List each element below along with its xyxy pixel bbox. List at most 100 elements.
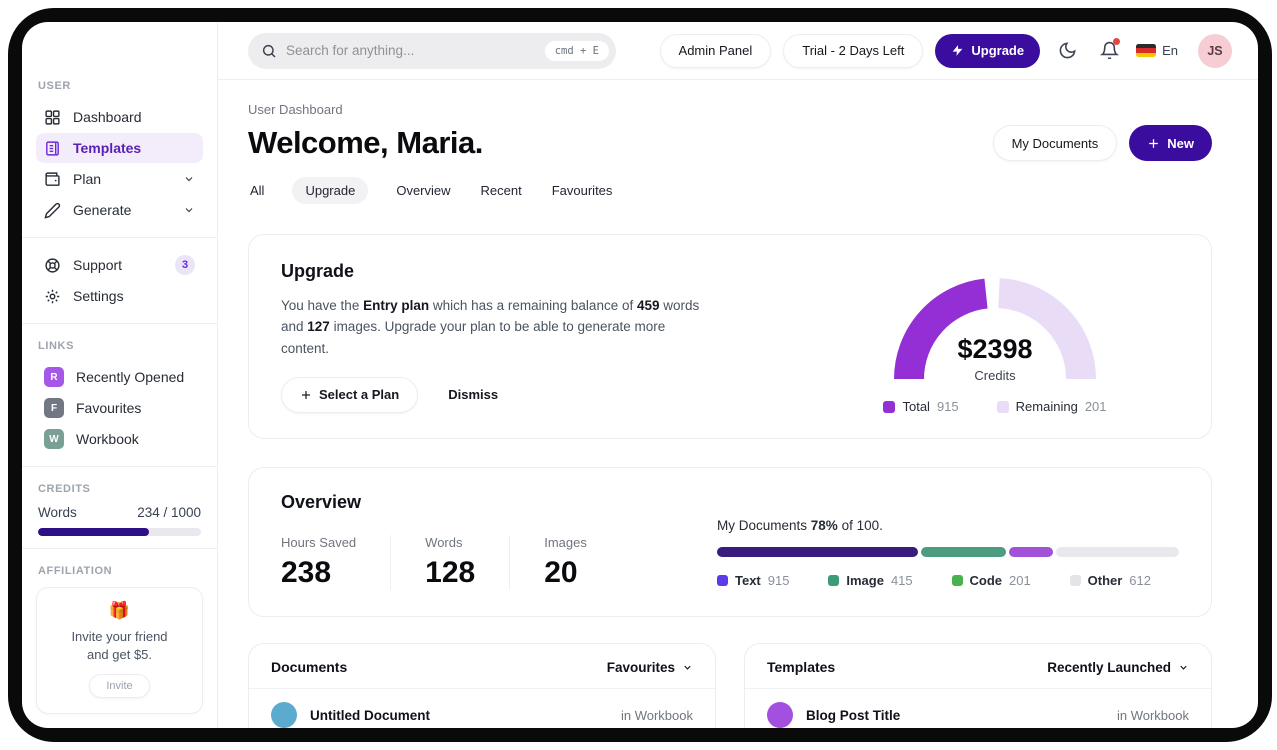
link-initial-badge: W	[44, 429, 64, 449]
template-location: in Workbook	[1116, 707, 1189, 723]
sidebar-item-label: Plan	[73, 171, 102, 187]
document-avatar	[271, 702, 297, 728]
templates-card: Templates Recently Launched Blog Post Ti…	[744, 643, 1212, 728]
tab-all[interactable]: All	[250, 183, 265, 198]
trial-status-badge[interactable]: Trial - 2 Days Left	[783, 33, 924, 68]
credits-progress-bar	[38, 528, 201, 536]
credits-value: 234 / 1000	[137, 505, 201, 520]
document-title: Untitled Document	[310, 707, 430, 723]
template-list-item[interactable]: Blog Post Title in Workbook	[745, 689, 1211, 728]
bar-segment-code	[1009, 547, 1054, 557]
gauge-value: $2398	[957, 334, 1033, 364]
sidebar-section-links: LINKS	[38, 340, 74, 352]
chevron-down-icon	[1180, 665, 1187, 670]
german-flag-icon	[1136, 44, 1157, 57]
template-avatar	[767, 702, 793, 728]
search-bar[interactable]: cmd + E	[248, 32, 616, 69]
progress-legend: Text 915 Image 415 Code 201	[717, 573, 1179, 588]
dark-mode-toggle[interactable]	[1052, 36, 1082, 66]
search-icon	[262, 44, 276, 58]
notifications-button[interactable]	[1094, 36, 1124, 66]
sidebar-item-label: Recently Opened	[76, 369, 185, 385]
tab-recent[interactable]: Recent	[480, 183, 522, 198]
sidebar-item-label: Workbook	[76, 431, 139, 447]
legend-swatch	[828, 575, 840, 586]
sidebar-section-affiliation: AFFILIATION	[38, 565, 113, 577]
sidebar-section-credits: CREDITS	[38, 483, 91, 495]
sidebar-item-settings[interactable]: Settings	[36, 281, 203, 311]
sidebar-section-user: USER	[38, 80, 71, 92]
avatar[interactable]: JS	[1198, 33, 1232, 68]
search-input[interactable]	[286, 43, 536, 58]
sidebar-divider	[22, 323, 217, 324]
notification-dot	[1113, 37, 1121, 45]
affiliation-text-line1: Invite your friend	[71, 629, 168, 644]
templates-card-title: Templates	[767, 659, 836, 675]
my-documents-button[interactable]: My Documents	[992, 125, 1118, 161]
sidebar-link-workbook[interactable]: W Workbook	[36, 424, 203, 454]
tab-overview[interactable]: Overview	[396, 183, 451, 198]
sidebar-item-dashboard[interactable]: Dashboard	[36, 102, 203, 132]
app-window: USER Dashboard Templates Plan Generate S…	[22, 22, 1258, 728]
breadcrumb: User Dashboard	[248, 102, 343, 117]
pencil-icon	[44, 202, 61, 219]
life-buoy-icon	[45, 257, 60, 273]
link-initial-badge: F	[44, 398, 64, 418]
document-list-item[interactable]: Untitled Document in Workbook	[249, 689, 715, 728]
templates-filter-dropdown[interactable]: Recently Launched	[1047, 660, 1189, 675]
language-label: En	[1162, 43, 1178, 58]
sidebar-divider	[22, 237, 217, 238]
dismiss-button[interactable]: Dismiss	[448, 387, 499, 403]
support-badge: 3	[175, 255, 195, 275]
invite-button[interactable]: Invite	[89, 674, 150, 699]
document-location: in Workbook	[620, 707, 693, 723]
dashboard-content: User Dashboard Welcome, Maria. My Docume…	[218, 80, 1258, 728]
affiliation-card: 🎁 Invite your friend and get $5. Invite	[36, 587, 203, 715]
stat-hours-saved: Hours Saved 238	[281, 535, 392, 590]
legend-item-image: Image 415	[828, 573, 913, 588]
tab-favourites[interactable]: Favourites	[551, 183, 613, 198]
plus-icon	[1149, 138, 1159, 148]
upgrade-card-body: You have the Entry plan which has a rema…	[281, 298, 700, 356]
link-initial-badge: R	[44, 367, 64, 387]
legend-swatch	[883, 400, 896, 413]
documents-progress-caption: My Documents 78% of 100.	[717, 518, 883, 533]
legend-swatch	[996, 400, 1009, 413]
sidebar-item-templates[interactable]: Templates	[36, 133, 203, 163]
wallet-icon	[45, 171, 60, 186]
overview-stats: Hours Saved 238 Words 128 Images 20	[281, 535, 655, 590]
documents-progress: My Documents 78% of 100. Text 915	[717, 518, 1179, 590]
filter-tabs: All Upgrade Overview Recent Favourites	[248, 177, 1212, 204]
chevron-down-icon	[185, 208, 193, 213]
grid-icon	[45, 109, 60, 125]
upgrade-button[interactable]: Upgrade	[935, 33, 1041, 68]
sidebar-link-recently-opened[interactable]: R Recently Opened	[36, 362, 203, 392]
legend-item-code: Code 201	[951, 573, 1031, 588]
language-selector[interactable]: En	[1136, 43, 1178, 58]
documents-card: Documents Favourites Untitled Document i…	[248, 643, 716, 728]
bar-segment-text	[717, 547, 918, 557]
lightning-icon	[952, 45, 963, 56]
gauge-label: Credits	[974, 368, 1016, 383]
sidebar-item-plan[interactable]: Plan	[36, 164, 203, 194]
documents-filter-dropdown[interactable]: Favourites	[607, 660, 693, 675]
sidebar: USER Dashboard Templates Plan Generate S…	[22, 22, 218, 728]
sidebar-item-label: Generate	[73, 202, 132, 218]
tab-upgrade[interactable]: Upgrade	[292, 177, 369, 204]
journal-icon	[46, 140, 59, 156]
sidebar-item-generate[interactable]: Generate	[36, 195, 203, 225]
template-title: Blog Post Title	[806, 707, 901, 723]
upgrade-card-title: Upgrade	[281, 261, 355, 281]
select-plan-button[interactable]: Select a Plan	[281, 376, 419, 413]
sidebar-item-support[interactable]: Support 3	[36, 250, 203, 280]
stat-images: Images 20	[544, 535, 587, 589]
gauge-chart	[894, 278, 1096, 380]
stacked-progress-bar	[717, 547, 1179, 557]
sidebar-item-label: Dashboard	[73, 109, 142, 125]
admin-panel-button[interactable]: Admin Panel	[659, 33, 772, 68]
new-button[interactable]: New	[1129, 125, 1212, 161]
sidebar-link-favourites[interactable]: F Favourites	[36, 393, 203, 423]
legend-item-remaining: Remaining 201	[996, 399, 1107, 414]
legend-swatch	[1069, 575, 1081, 586]
credits-words-label: Words	[38, 505, 77, 520]
